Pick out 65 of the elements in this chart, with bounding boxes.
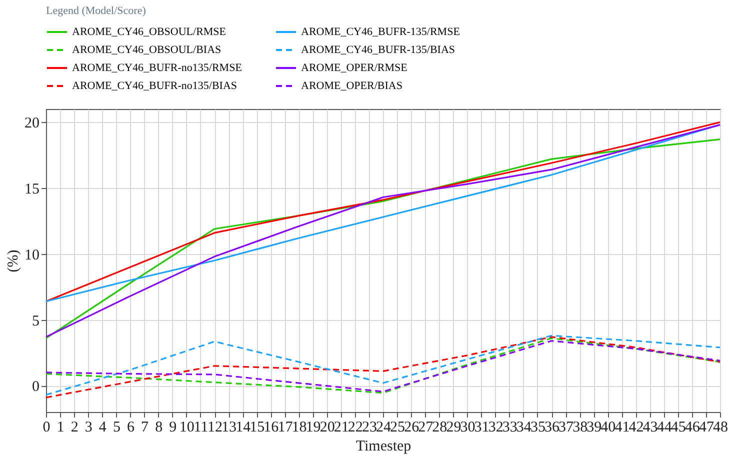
x-tick-label: 33	[502, 420, 518, 436]
x-tick-label: 48	[713, 420, 728, 436]
x-tick-label: 40	[600, 420, 616, 436]
y-tick-label: 20	[24, 116, 40, 132]
legend-label: AROME_CY46_OBSOUL/RMSE	[72, 26, 226, 38]
x-tick-label: 26	[404, 420, 420, 436]
x-tick-label: 18	[292, 420, 307, 436]
x-tick-label: 25	[390, 420, 406, 436]
x-axis-title: Timestep	[356, 438, 412, 454]
x-tick-label: 23	[362, 420, 377, 436]
x-tick-label: 42	[628, 420, 644, 436]
y-tick-label: 5	[32, 313, 40, 330]
x-tick-label: 6	[127, 420, 135, 436]
x-tick-label: 35	[530, 420, 546, 436]
legend-label: AROME_OPER/RMSE	[301, 62, 408, 74]
x-tick-label: 27	[418, 420, 434, 436]
x-tick-label: 31	[474, 420, 490, 436]
y-tick-label: 15	[24, 182, 40, 198]
x-tick-label: 15	[250, 420, 265, 436]
legend-title: Legend (Model/Score)	[46, 5, 146, 17]
legend-label: AROME_CY46_BUFR-no135/RMSE	[72, 62, 242, 74]
y-tick-label: 0	[32, 379, 40, 396]
x-tick-label: 21	[334, 420, 349, 436]
x-tick-label: 4	[98, 420, 107, 436]
x-tick-label: 30	[460, 420, 476, 436]
x-tick-label: 9	[169, 420, 177, 436]
x-tick-label: 2	[70, 420, 78, 436]
x-tick-label: 22	[348, 420, 363, 436]
y-axis-title: (%)	[6, 250, 22, 272]
x-tick-label: 41	[614, 420, 630, 436]
y-tick-label: 10	[24, 247, 40, 264]
x-tick-label: 10	[179, 420, 194, 436]
x-tick-label: 11	[194, 420, 208, 436]
x-tick-label: 39	[586, 420, 602, 436]
x-tick-label: 28	[432, 420, 448, 436]
x-tick-label: 46	[684, 420, 700, 436]
x-tick-label: 19	[306, 420, 321, 436]
x-tick-label: 29	[446, 420, 462, 436]
x-tick-label: 44	[656, 420, 672, 436]
x-tick-label: 16	[264, 420, 280, 436]
x-tick-label: 36	[544, 420, 560, 436]
x-tick-label: 5	[112, 420, 120, 436]
x-tick-label: 7	[141, 420, 150, 436]
x-tick-label: 45	[670, 420, 686, 436]
x-tick-label: 24	[376, 420, 392, 436]
legend-label: AROME_CY46_OBSOUL/BIAS	[72, 44, 222, 56]
x-tick-label: 13	[222, 420, 237, 436]
legend-label: AROME_CY46_BUFR-135/BIAS	[301, 44, 456, 56]
x-tick-label: 17	[278, 420, 294, 436]
x-tick-label: 14	[236, 420, 252, 436]
x-tick-label: 37	[558, 420, 574, 436]
legend-label: AROME_CY46_BUFR-135/RMSE	[301, 26, 460, 38]
x-tick-label: 3	[84, 420, 92, 436]
x-tick-label: 47	[698, 420, 714, 436]
x-tick-label: 34	[516, 420, 532, 436]
x-tick-label: 43	[642, 420, 658, 436]
x-tick-label: 12	[208, 420, 222, 436]
x-tick-label: 20	[320, 420, 335, 436]
x-tick-label: 1	[56, 420, 64, 436]
x-tick-label: 32	[488, 420, 504, 436]
legend-label: AROME_CY46_BUFR-no135/BIAS	[72, 80, 238, 92]
x-tick-label: 38	[572, 420, 588, 436]
x-tick-label: 8	[155, 420, 163, 436]
legend-label: AROME_OPER/BIAS	[301, 80, 402, 92]
x-tick-label: 0	[42, 420, 50, 436]
